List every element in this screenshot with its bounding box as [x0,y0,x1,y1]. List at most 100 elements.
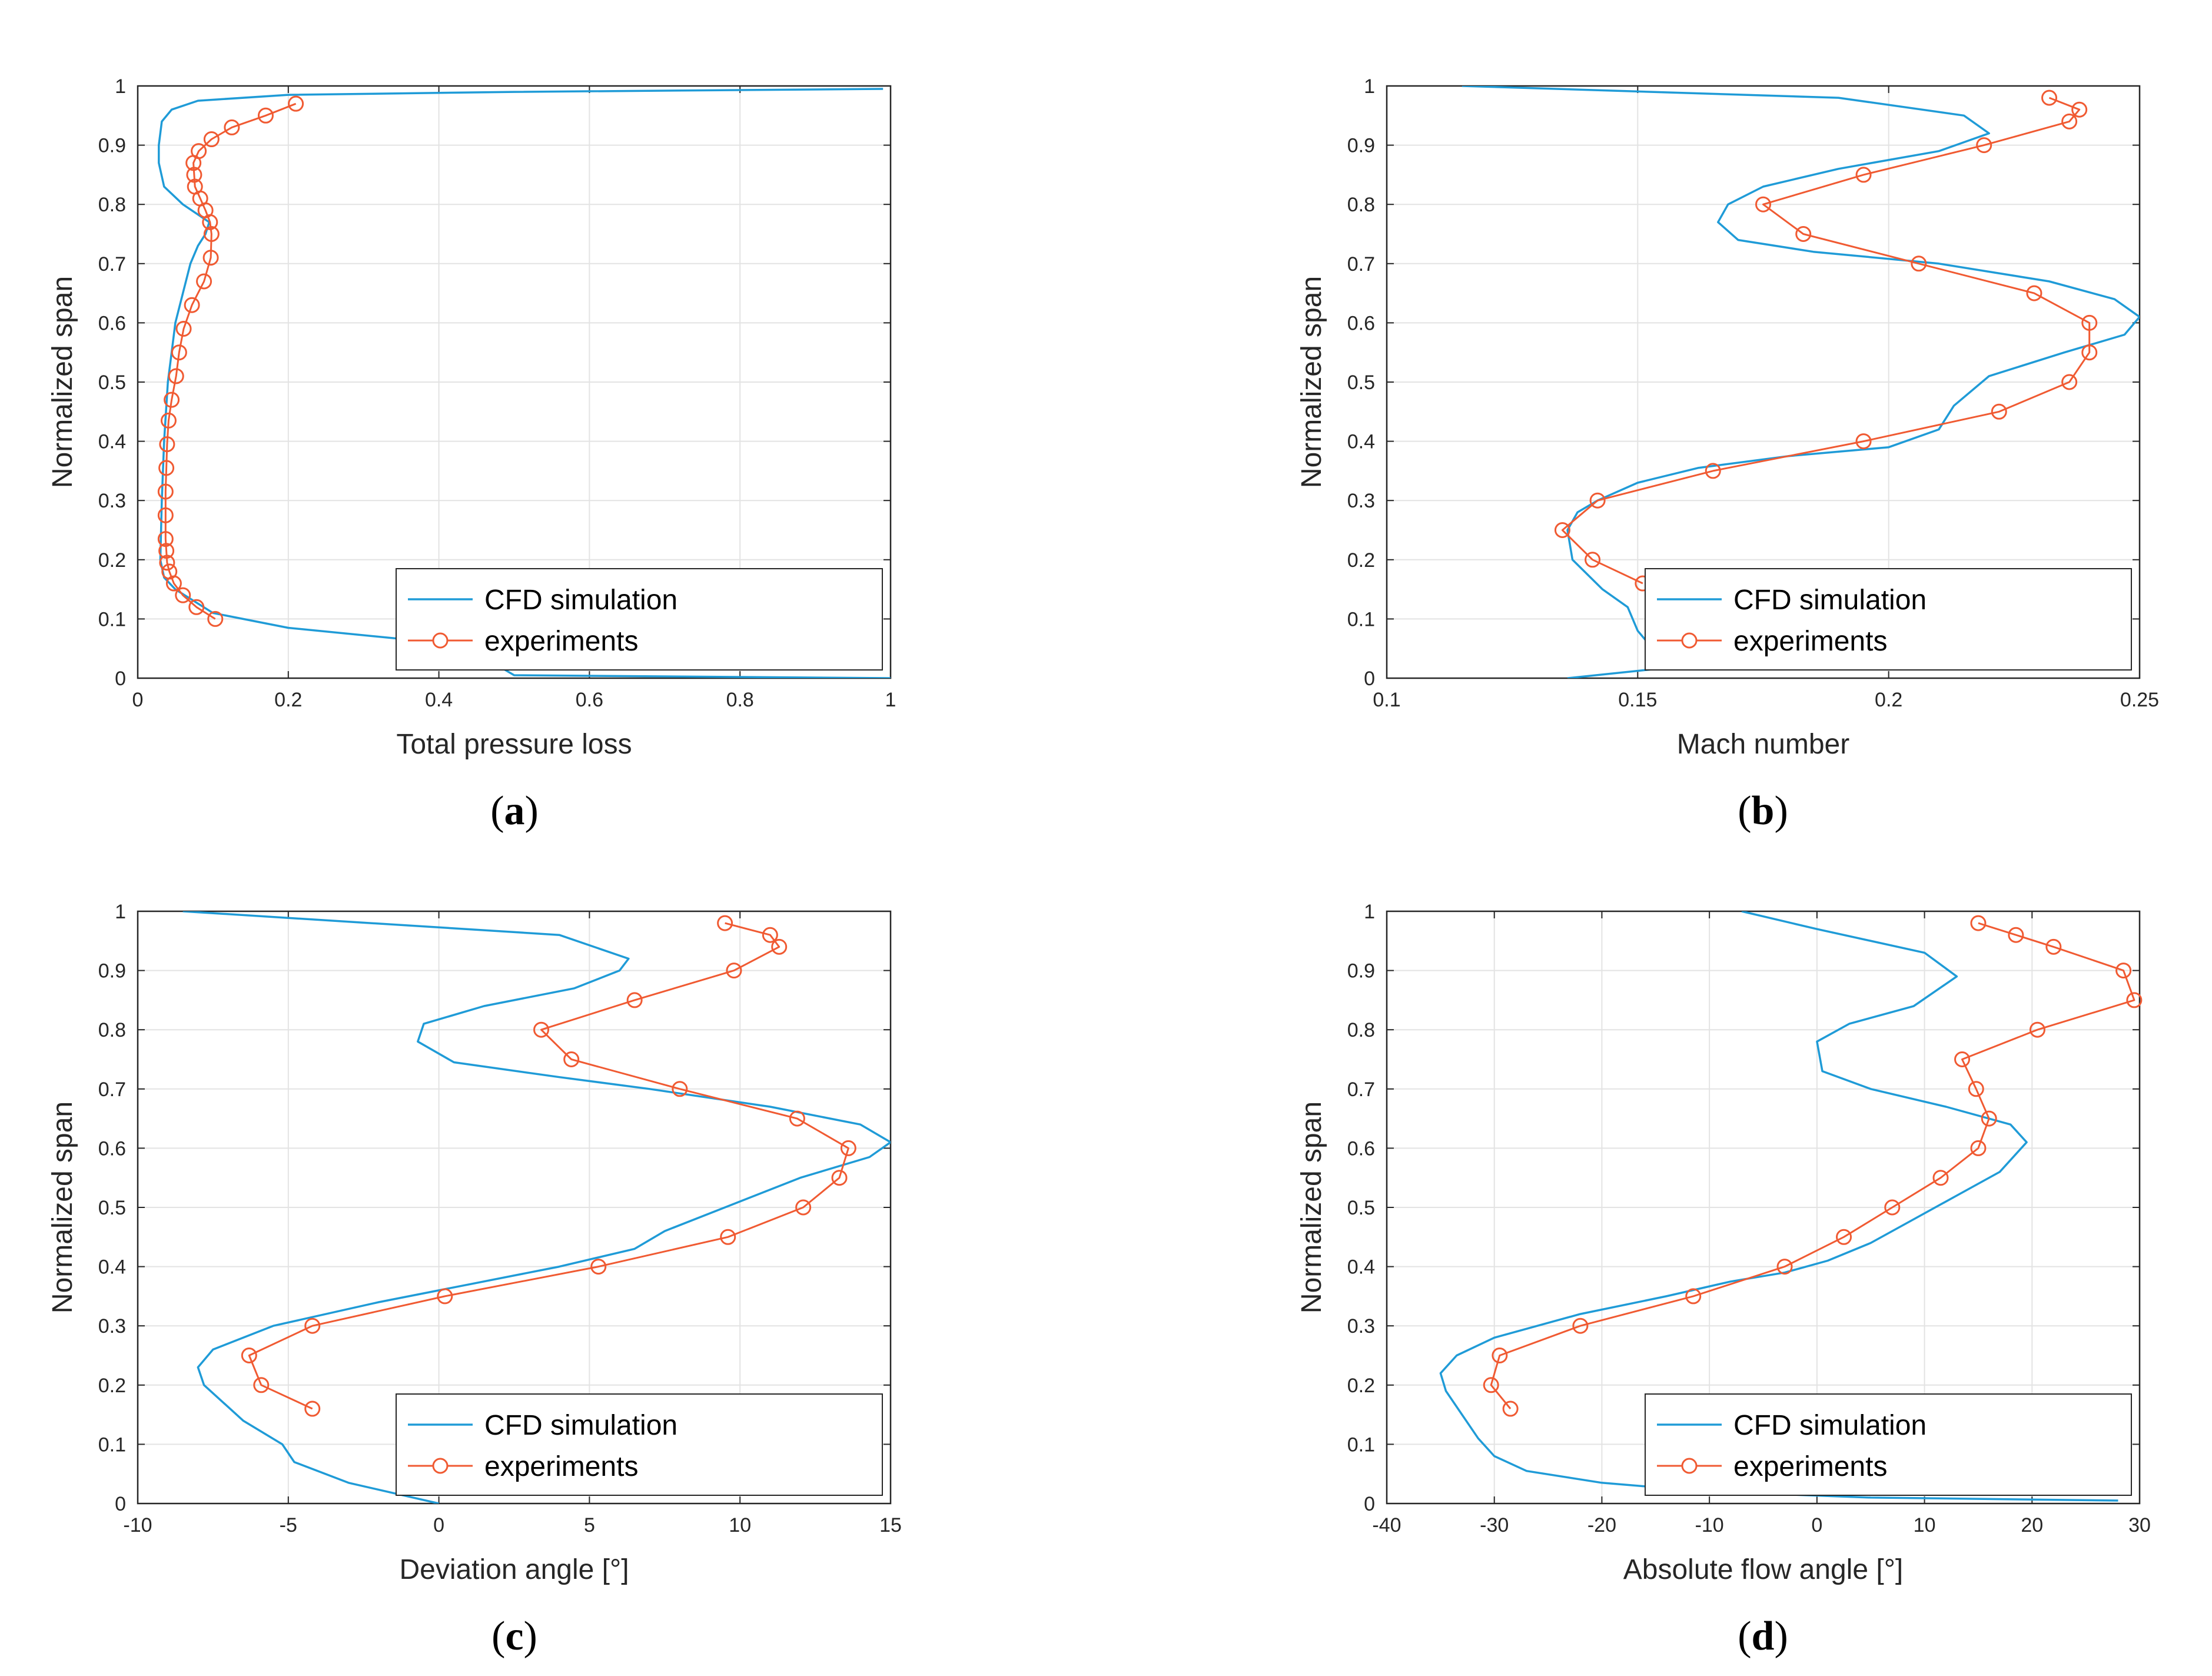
experiments-line [164,102,297,620]
experiments-marker [157,531,174,547]
y-tick-label: 1 [1364,75,1375,98]
experiments-marker [187,178,203,195]
experiments-marker [175,587,191,603]
experiments-marker [437,1288,453,1305]
experiments-marker [159,555,175,571]
x-tick-label: -30 [1480,1514,1509,1536]
y-tick-label: 0.8 [1347,1019,1375,1041]
experiments-marker [175,320,192,337]
experiments-marker [203,226,220,242]
experiments-marker [726,963,742,979]
experiments-marker [2045,938,2062,955]
x-tick-label: 0.1 [1373,689,1400,711]
experiments-marker [203,131,220,148]
legend-box [1645,1393,2132,1496]
experiments-marker [207,610,224,627]
experiments-marker [2041,89,2058,106]
y-tick-label: 0.6 [1347,1137,1375,1160]
y-tick-label: 0 [115,668,126,690]
experiments-marker [717,915,733,931]
y-tick-label: 0 [1364,1493,1375,1515]
experiments-marker [1483,1377,1499,1393]
experiments-marker [1554,522,1570,538]
x-tick-label: 1 [885,689,896,711]
y-tick-label: 0.6 [98,312,126,334]
y-tick-label: 0.4 [1347,431,1375,453]
legend: CFD simulation experiments [1645,568,2132,671]
legend-exp-marker [1681,632,1698,649]
y-tick-label: 0.2 [1347,1375,1375,1397]
caption-close: ) [525,788,539,834]
y-tick-label: 0.8 [1347,194,1375,216]
cfd-simulation-line [1439,911,2118,1502]
experiments-marker [2029,1021,2045,1038]
legend-box [1645,568,2132,671]
y-tick-label: 0.1 [1347,1433,1375,1456]
experiments-marker [1968,1081,1984,1097]
experiments-marker [2061,113,2078,130]
legend-exp-label: experiments [1733,1451,1887,1482]
y-tick-label: 0.7 [1347,253,1375,276]
caption-letter: b [1752,788,1775,834]
experiments-marker [1685,1288,1702,1305]
y-tick-label: 1 [115,75,126,98]
y-tick-label: 0.1 [98,608,126,630]
y-axis-label: Normalized span [1296,1101,1327,1313]
experiments-marker [288,95,304,112]
experiments-marker [1492,1348,1508,1363]
experiments-marker [771,938,788,955]
x-tick-label: 0.2 [274,689,302,711]
experiments-marker [672,1081,688,1097]
experiments-marker [1502,1400,1519,1417]
y-axis-label: Normalized span [47,1101,78,1313]
experiments-marker [159,436,175,453]
experiments-marker [1911,255,1927,272]
experiments-marker [2026,285,2042,301]
panel-caption: (b) [1738,788,1788,834]
experiments-marker [158,543,175,559]
experiments-marker [158,460,175,476]
legend-cfd-label: CFD simulation [1733,1410,1927,1441]
x-tick-label: 10 [1914,1514,1936,1536]
x-tick-label: 0.25 [2120,689,2159,711]
legend: CFD simulation experiments [396,1393,883,1496]
y-tick-label: 0.2 [1347,549,1375,572]
experiments-marker [1855,167,1872,183]
caption-open: ( [491,1614,505,1659]
experiments-marker [304,1400,321,1417]
experiments-marker [626,992,643,1008]
y-axis-label: Normalized span [47,276,78,488]
y-tick-label: 0.1 [98,1433,126,1456]
legend-cfd-label: CFD simulation [484,585,677,616]
y-axis-label: Normalized span [1296,276,1327,488]
panel-caption: (c) [491,1614,537,1659]
y-tick-label: 0.2 [98,549,126,572]
experiments-marker [590,1259,607,1275]
experiments-marker [1836,1229,1852,1245]
axes-box [1386,910,2141,1505]
experiments-marker [720,1229,736,1245]
y-tick-label: 0.7 [98,1078,126,1101]
experiments-marker [1589,492,1606,509]
caption-close: ) [1774,788,1788,834]
experiments-marker [188,599,205,615]
x-axis-label: Deviation angle [°] [399,1554,629,1585]
x-tick-label: 15 [879,1514,902,1536]
experiments-marker [157,483,174,500]
y-tick-label: 0.7 [98,253,126,276]
experiments-marker [184,297,200,313]
experiments-marker [2061,374,2078,390]
y-tick-label: 0.3 [1347,490,1375,512]
y-tick-label: 0.6 [1347,312,1375,334]
legend-exp-label: experiments [1733,626,1887,657]
y-tick-label: 0.9 [1347,960,1375,983]
experiments-marker [840,1140,856,1156]
experiments-line [1561,97,2091,585]
experiments-marker [186,167,202,183]
axes-box [137,85,892,679]
x-tick-label: 0.15 [1618,689,1657,711]
caption-close: ) [1774,1614,1788,1659]
y-tick-label: 0.9 [1347,135,1375,157]
experiments-marker [157,507,174,523]
experiments-marker [241,1348,257,1363]
